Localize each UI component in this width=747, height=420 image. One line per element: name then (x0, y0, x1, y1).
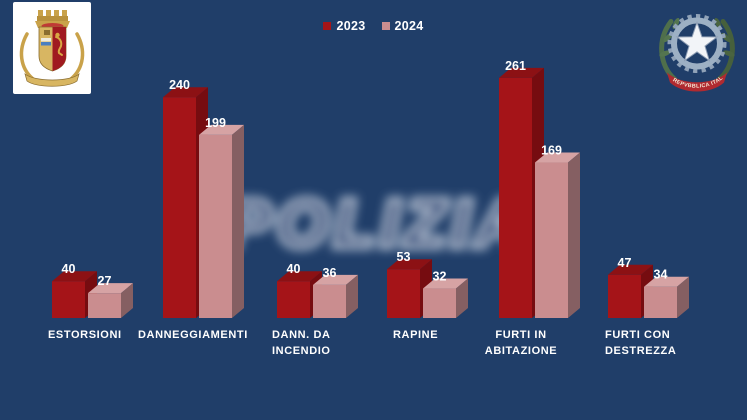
bar-2024-rapine: 32 (423, 270, 468, 318)
category-label: RAPINE (393, 329, 438, 341)
chart-legend: 2023 2024 (0, 19, 747, 33)
left-laurel-branch (19, 32, 35, 81)
star-icon (675, 20, 719, 62)
legend-item-2024: 2024 (381, 19, 424, 33)
polizia-di-stato-logo (13, 2, 91, 94)
bar-2023-dann-da-incendio: 40 (277, 262, 322, 318)
repubblica-italiana-emblem: REPVBBLICA ITALIANA (651, 1, 735, 92)
bar-value-label: 40 (287, 262, 301, 276)
bar-value-label: 36 (323, 266, 337, 280)
legend-swatch-2024 (381, 22, 390, 30)
bar-2024-furti-in-abitazione: 169 (535, 144, 580, 318)
bar-value-label: 27 (98, 274, 112, 288)
shield-icon (38, 26, 67, 72)
legend-swatch-2023 (323, 22, 332, 30)
bar-value-label: 32 (433, 270, 447, 284)
cogwheel-icon (667, 14, 727, 73)
scroll-banner (24, 72, 80, 87)
right-laurel-branch (69, 32, 85, 81)
bar-value-label: 53 (397, 250, 411, 264)
category-labels-layer: ESTORSIONI DANNEGGIAMENTI DANN. DA INCENDIO… (48, 329, 676, 357)
category-label: DANN. DA INCENDIO (272, 329, 331, 357)
bar-value-label: 40 (62, 262, 76, 276)
bar-value-label: 169 (541, 144, 562, 158)
polizia-watermark: POLIZIA (227, 186, 529, 260)
bar-value-label: 261 (505, 59, 526, 73)
category-label: FURTI IN ABITAZIONE (485, 329, 557, 357)
bars-layer: 40 27 240 199 40 36 53 32 261 169 47 34 (52, 59, 689, 318)
bar-2024-furti-con-destrezza: 34 (644, 268, 689, 318)
legend-label-2023: 2023 (336, 19, 366, 33)
bar-2024-estorsioni: 27 (88, 274, 133, 318)
bar-value-label: 34 (654, 268, 668, 282)
bar-2024-danneggiamenti: 199 (199, 116, 244, 318)
category-label: ESTORSIONI (48, 329, 122, 341)
bar-2024-dann-da-incendio: 36 (313, 266, 358, 318)
bar-value-label: 240 (169, 78, 190, 92)
bar-value-label: 47 (618, 256, 632, 270)
bar-value-label: 199 (205, 116, 226, 130)
legend-label-2024: 2024 (394, 19, 424, 33)
legend-item-2023: 2023 (323, 19, 365, 33)
category-label: FURTI CON DESTREZZA (605, 329, 676, 357)
category-label: DANNEGGIAMENTI (138, 329, 248, 341)
